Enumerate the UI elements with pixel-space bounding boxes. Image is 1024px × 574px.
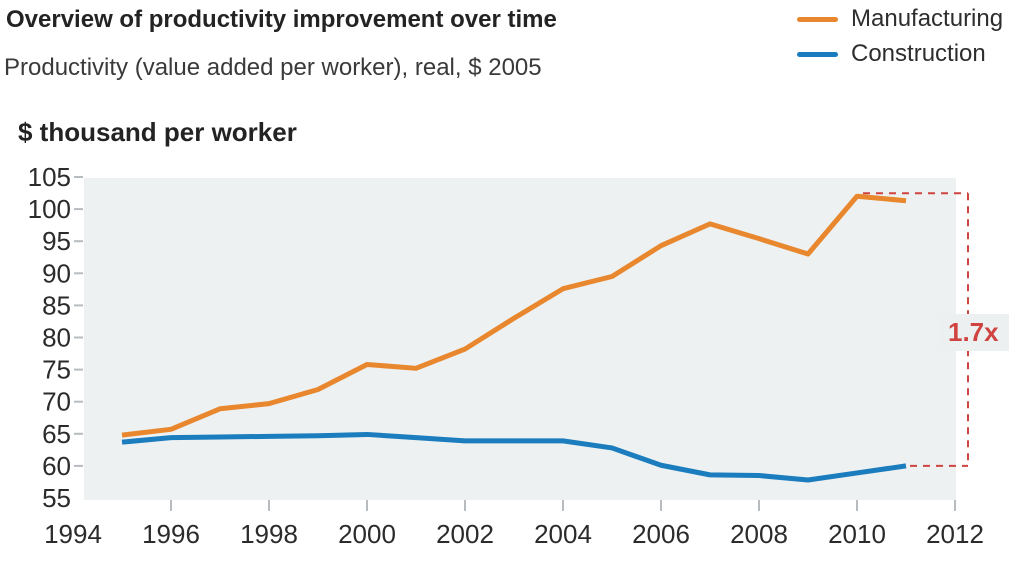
manufacturing-line <box>121 193 907 438</box>
legend: Manufacturing Construction <box>797 5 1004 76</box>
legend-label-manufacturing: Manufacturing <box>851 5 1004 32</box>
y-tick-label: 60 <box>42 451 71 481</box>
y-tick-label: 95 <box>42 226 71 256</box>
x-tick-label: 2008 <box>730 519 788 549</box>
y-tick-label: 100 <box>28 194 71 224</box>
construction-line <box>121 431 907 483</box>
x-tick-label: 2000 <box>338 519 396 549</box>
x-tick-label: 1994 <box>44 519 102 549</box>
y-tick-label: 55 <box>42 483 71 513</box>
plot-area <box>84 178 956 500</box>
page-subtitle: Productivity (value added per worker), r… <box>4 54 542 81</box>
y-axis-title: $ thousand per worker <box>18 117 297 147</box>
x-tick-label: 2012 <box>926 519 984 549</box>
y-tick-label: 85 <box>42 290 71 320</box>
x-tick-label: 2010 <box>828 519 886 549</box>
construction-line-swatch <box>797 51 838 57</box>
legend-item-construction: Construction <box>797 40 1003 67</box>
y-tick-label: 80 <box>42 323 71 353</box>
y-tick-label: 70 <box>42 387 71 417</box>
x-tick-label: 1996 <box>142 519 200 549</box>
y-tick-label: 75 <box>42 355 71 385</box>
x-tick-label: 1998 <box>240 519 298 549</box>
x-tick-label: 2006 <box>632 519 690 549</box>
page-title: Overview of productivity improvement ove… <box>6 6 557 33</box>
y-tick-label: 90 <box>42 258 71 288</box>
x-tick-label: 2002 <box>436 519 494 549</box>
y-tick-label: 105 <box>28 162 71 192</box>
y-tick-label: 65 <box>42 419 71 449</box>
manufacturing-line-swatch <box>797 16 838 22</box>
legend-label-construction: Construction <box>851 40 986 67</box>
legend-item-manufacturing: Manufacturing <box>797 5 1004 32</box>
x-tick-label: 2004 <box>534 519 592 549</box>
ratio-annotation: 1.7x <box>938 314 1009 351</box>
